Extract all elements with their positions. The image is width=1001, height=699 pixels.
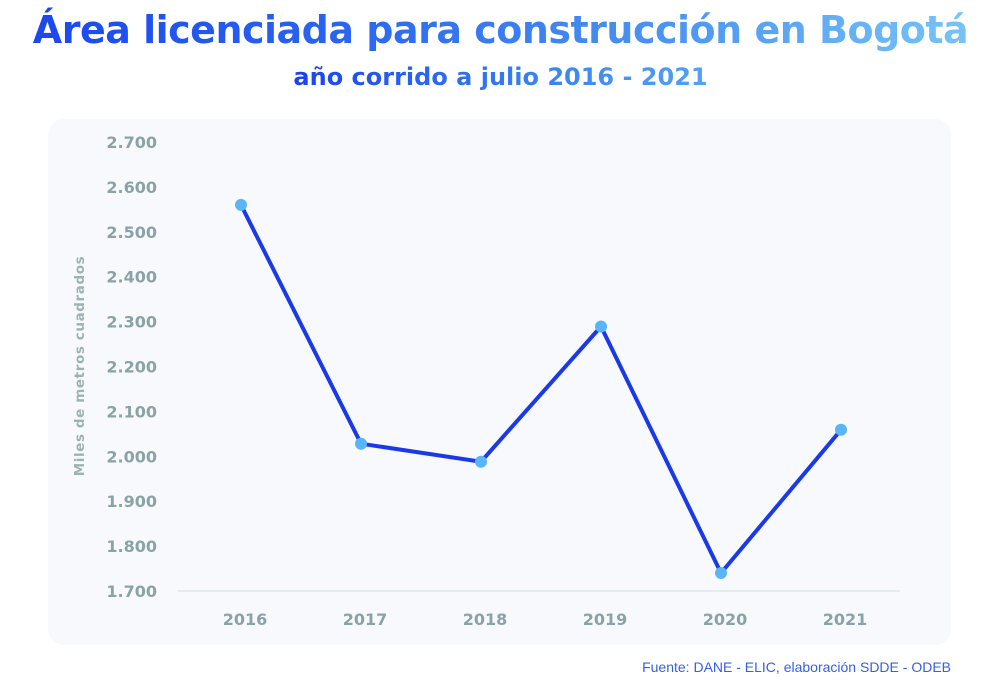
- x-tick-label: 2019: [583, 610, 628, 629]
- source-note: Fuente: DANE - ELIC, elaboración SDDE - …: [642, 659, 951, 675]
- y-tick-label: 1.700: [106, 582, 157, 601]
- y-tick-label: 2.200: [106, 358, 157, 377]
- chart-subtitle: año corrido a julio 2016 - 2021: [0, 60, 1001, 94]
- x-tick-label: 2021: [823, 610, 868, 629]
- data-point-2017: [355, 437, 367, 450]
- data-point-2016: [235, 198, 247, 211]
- y-tick-label: 1.800: [106, 537, 157, 556]
- y-tick-label: 2.000: [106, 447, 157, 466]
- y-tick-label: 2.600: [106, 178, 157, 197]
- y-tick-label: 2.300: [106, 313, 157, 332]
- y-tick-label: 2.400: [106, 268, 157, 287]
- data-point-2018: [475, 455, 487, 468]
- series-line: [239, 204, 843, 577]
- x-axis-ticks: 2016 2017 2018 2019 2020 2021: [223, 610, 868, 629]
- y-axis-ticks: 1.700 1.800 1.900 2.000 2.100 2.200 2.300 2.400…: [106, 133, 157, 601]
- data-point-2021: [835, 423, 847, 436]
- y-tick-label: 2.700: [106, 133, 157, 152]
- y-tick-label: 2.100: [106, 402, 157, 421]
- data-point-2019: [595, 320, 607, 333]
- y-tick-label: 1.900: [106, 492, 157, 511]
- x-tick-label: 2017: [343, 610, 388, 629]
- y-axis-label: Miles de metros cuadrados: [72, 256, 88, 477]
- x-tick-label: 2020: [703, 610, 748, 629]
- chart-title: Área licenciada para construcción en Bog…: [0, 6, 1001, 54]
- y-axis-label-group: Miles de metros cuadrados: [72, 256, 88, 477]
- x-tick-label: 2018: [463, 610, 508, 629]
- series-markers: [235, 198, 847, 579]
- chart-panel: [48, 119, 951, 645]
- x-tick-label: 2016: [223, 610, 268, 629]
- y-tick-label: 2.500: [106, 223, 157, 242]
- data-point-2020: [715, 567, 727, 579]
